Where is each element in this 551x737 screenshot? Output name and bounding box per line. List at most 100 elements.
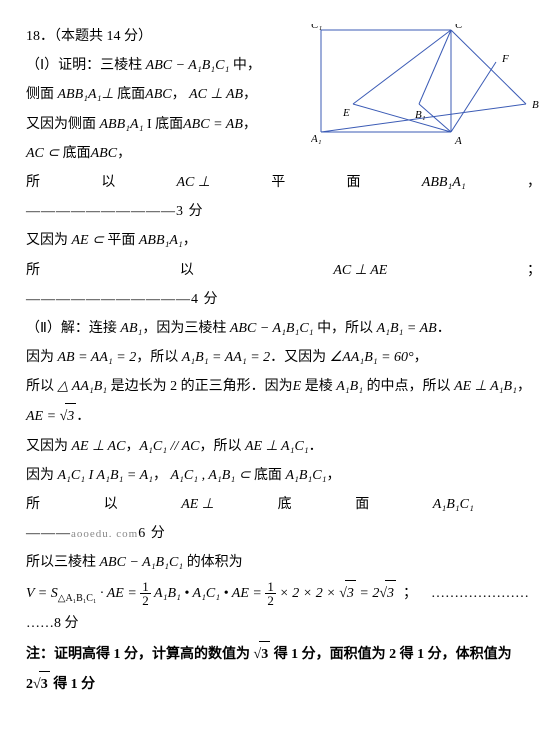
text: 又因为 <box>26 439 72 454</box>
note-line-1: 注：证明高得 1 分，计算高的数值为 √3 得 1 分，面积值为 2 得 1 分… <box>26 641 541 667</box>
text: ， <box>117 146 131 161</box>
text: 所 <box>26 258 40 283</box>
math: AC ⊥ AE <box>333 258 387 283</box>
svg-text:A: A <box>454 135 462 144</box>
math: = AB <box>210 117 243 132</box>
math: ABC − A₁B₁C₁ <box>100 555 184 570</box>
text: ， <box>414 350 428 365</box>
text: ． <box>76 409 90 424</box>
text: 注：证明高得 1 分，计算高的数值为 <box>26 647 254 662</box>
math: ABC <box>183 117 209 132</box>
math: AC ⊂ <box>26 146 63 161</box>
math-prism: ABC − A₁B₁C₁ <box>146 58 230 73</box>
score-6-text: 6 分 <box>138 526 166 541</box>
score-4: ———————————4 分 <box>26 287 541 312</box>
svg-text:B: B <box>532 99 539 111</box>
text: 以 <box>104 492 118 517</box>
text: 是边长为 2 的正三角形．因为 <box>107 379 293 394</box>
math: AE ⊥ A₁B₁ <box>454 379 517 394</box>
score-6: ———aooedu. com6 分 <box>26 521 541 546</box>
math: ABC <box>145 87 171 102</box>
svg-text:C₁: C₁ <box>311 24 322 31</box>
volume-formula: V = S△A₁B₁C₁ · AE = 12 A₁B₁ • A₁C₁ • AE … <box>26 580 541 608</box>
math: AB = AA₁ = 2 <box>58 350 137 365</box>
sqrt3: 3 <box>65 403 76 429</box>
proof-line-4: AC ⊂ 底面ABC， <box>26 141 541 166</box>
text: 以 <box>101 170 115 195</box>
text: 面 <box>355 492 369 517</box>
math: · AE = <box>96 586 140 601</box>
text: 侧面 <box>26 87 58 102</box>
part2-line-6: 因为 A₁C₁ I A₁B₁ = A₁ ， A₁C₁ , A₁B₁ ⊂ 底面 A₁… <box>26 463 541 488</box>
text: （Ⅱ）解：连接 <box>26 321 120 336</box>
math: A₁B₁C₁ <box>433 492 474 517</box>
math: ∠AA₁B₁ = 60° <box>330 350 414 365</box>
text: ， <box>243 87 257 102</box>
text: 因为 <box>26 468 58 483</box>
math: A₁C₁ I A₁B₁ = A₁ <box>58 468 153 483</box>
text: （Ⅰ）证明：三棱柱 <box>26 58 146 73</box>
dots: ………………… <box>431 586 529 601</box>
part2-line-2: 因为 AB = AA₁ = 2，所以 A₁B₁ = AA₁ = 2．又因为 ∠A… <box>26 345 541 370</box>
text: 的中点，所以 <box>363 379 454 394</box>
text: 底 <box>278 492 292 517</box>
math: = 2 <box>356 586 379 601</box>
watermark: aooedu. com <box>71 528 138 540</box>
text: 底面 <box>250 468 285 483</box>
math: A₁C₁ , A₁B₁ ⊂ <box>170 468 250 483</box>
math: AE ⊥ <box>181 492 214 517</box>
math: AE ⊂ <box>72 233 104 248</box>
text: 所以三棱柱 <box>26 555 100 570</box>
math: AE = <box>26 409 60 424</box>
text: 中， <box>229 58 261 73</box>
text: 所 <box>26 492 40 517</box>
sqrt3: 3 <box>385 580 396 606</box>
text: 底面 <box>63 146 91 161</box>
score-8: ……8 分 <box>26 611 541 636</box>
text: ， <box>517 379 531 394</box>
part2-line-4: AE = √3． <box>26 403 541 429</box>
text: ．又因为 <box>270 350 330 365</box>
text: 所 <box>26 170 40 195</box>
text: ． <box>437 321 451 336</box>
math: A₁B₁C₁ <box>285 468 326 483</box>
conclusion-row-1: 所 以 AC ⊥ 平 面 ABB₁A₁ ， <box>26 170 541 195</box>
math: × 2 × 2 × <box>276 586 339 601</box>
conclusion-row-2: 所 以 AC ⊥ AE ； <box>26 258 541 283</box>
geometry-diagram: C₁CA₁AEB₁BF <box>311 24 541 144</box>
text: ， <box>125 439 139 454</box>
text: 得 1 分 <box>50 677 96 692</box>
volume-intro: 所以三棱柱 ABC − A₁B₁C₁ 的体积为 <box>26 550 541 575</box>
sqrt3: 3 <box>39 671 50 697</box>
sub: △A₁B₁C₁ <box>58 592 97 603</box>
text: ，因为三棱柱 <box>142 321 230 336</box>
math: AC ⊥ <box>176 170 210 195</box>
text: 平 <box>271 170 285 195</box>
svg-text:F: F <box>501 53 509 65</box>
svg-text:E: E <box>342 107 350 119</box>
conclusion-row-3: 所 以 AE ⊥ 底 面 A₁B₁C₁ <box>26 492 541 517</box>
math: ABC <box>91 146 117 161</box>
text: ， <box>243 117 257 132</box>
text: ； <box>527 258 541 283</box>
text: ，所以 <box>199 439 245 454</box>
text: 底面 <box>114 87 146 102</box>
text: ； <box>403 586 417 601</box>
text: ， <box>183 233 197 248</box>
text: 得 1 分，面积值为 2 得 1 分，体积值为 <box>270 647 512 662</box>
text: ， <box>326 468 340 483</box>
sqrt3: 3 <box>259 641 270 667</box>
text: ． <box>309 439 323 454</box>
part2-line-1: （Ⅱ）解：连接 AB₁，因为三棱柱 ABC − A₁B₁C₁ 中，所以 A₁B₁… <box>26 316 541 341</box>
two: 2 <box>26 677 33 692</box>
math: V = S <box>26 586 58 601</box>
math: AE ⊥ A₁C₁ <box>245 439 309 454</box>
math: E <box>293 379 302 394</box>
math: ABB₁A₁ <box>422 170 466 195</box>
text: 平面 <box>104 233 139 248</box>
math: AB₁ <box>120 321 142 336</box>
math: A₁B₁ = AA₁ = 2 <box>182 350 270 365</box>
svg-text:C: C <box>455 24 463 31</box>
part2-line-5: 又因为 AE ⊥ AC，A₁C₁ // AC，所以 AE ⊥ A₁C₁． <box>26 434 541 459</box>
math: ABC − A₁B₁C₁ <box>230 321 314 336</box>
